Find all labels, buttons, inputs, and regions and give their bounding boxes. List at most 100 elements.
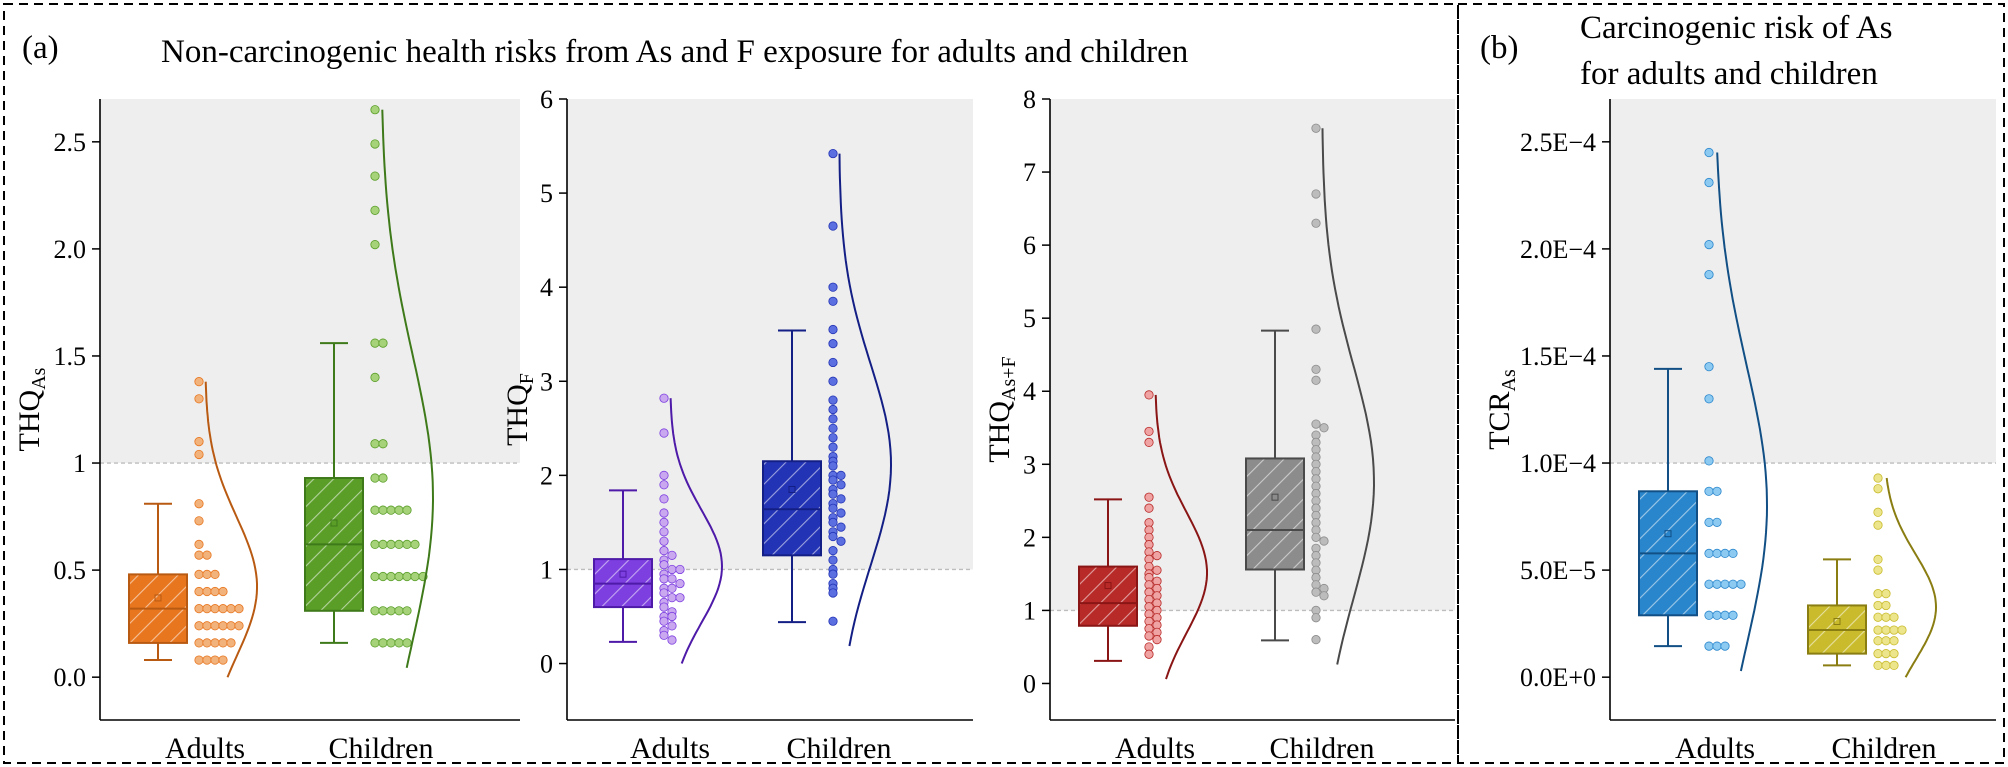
- group-adults: Adults: [1078, 390, 1208, 765]
- data-point: [1728, 610, 1738, 620]
- density-curve: [838, 153, 893, 647]
- data-point: [1712, 641, 1722, 651]
- panel-b-title-line2: for adults and children: [1580, 56, 1878, 92]
- data-point: [828, 414, 838, 424]
- data-point: [194, 449, 204, 460]
- data-point: [1704, 394, 1714, 404]
- data-point: [1311, 189, 1321, 199]
- data-point: [1881, 649, 1891, 659]
- data-point: [202, 604, 212, 614]
- data-point: [226, 604, 236, 614]
- data-point: [410, 539, 420, 550]
- data-point: [659, 536, 669, 546]
- y-tick-label: 3: [1023, 450, 1036, 479]
- data-point: [1720, 610, 1730, 620]
- data-point: [1873, 507, 1883, 517]
- data-point: [659, 560, 669, 570]
- data-point: [1144, 492, 1154, 502]
- data-point: [828, 461, 838, 471]
- mean-marker: [330, 519, 338, 527]
- data-point: [1736, 579, 1746, 589]
- data-point: [194, 586, 204, 597]
- y-axis-label: TCRAs: [1483, 369, 1520, 450]
- category-label: Children: [1832, 732, 1937, 765]
- data-point: [370, 439, 380, 449]
- data-point: [378, 571, 388, 582]
- data-point: [378, 439, 388, 449]
- data-point: [378, 473, 388, 483]
- data-point: [194, 621, 204, 631]
- data-point: [659, 527, 669, 537]
- chart-thq-asf: 0 1 2 3 4 5 6 7 8 THQAs+F Adults Children: [983, 85, 1455, 765]
- data-point: [1144, 649, 1154, 659]
- data-point: [402, 638, 412, 648]
- data-point: [828, 569, 838, 579]
- data-point: [1873, 554, 1883, 564]
- data-point: [828, 517, 838, 528]
- data-point: [1704, 240, 1714, 250]
- data-point: [1873, 636, 1883, 646]
- group-adults: Adults: [1638, 147, 1769, 765]
- y-axis-label-subscript: As: [1498, 369, 1520, 391]
- data-point: [194, 638, 204, 648]
- data-point: [828, 546, 838, 556]
- data-point: [667, 564, 677, 575]
- data-point: [659, 428, 669, 438]
- data-point: [402, 539, 412, 550]
- data-point: [226, 621, 236, 631]
- data-point: [659, 494, 669, 504]
- panel-b-title-line1: Carcinogenic risk of As: [1580, 10, 1893, 46]
- group-adults: Adults: [128, 377, 258, 765]
- box-hatch: [1079, 566, 1137, 626]
- density-curve: [1321, 128, 1376, 665]
- y-tick-label: 1: [1023, 596, 1036, 625]
- data-point: [394, 571, 404, 582]
- data-point: [386, 606, 396, 616]
- group-children: Children: [1245, 123, 1376, 765]
- data-point: [836, 494, 846, 504]
- data-point: [1311, 613, 1321, 623]
- data-point: [659, 517, 669, 528]
- data-point: [1889, 649, 1899, 659]
- data-point: [1889, 625, 1899, 635]
- data-point: [828, 531, 838, 542]
- y-axis-label-subscript: As: [28, 367, 50, 389]
- mean-marker: [619, 570, 627, 578]
- data-point: [1311, 324, 1321, 334]
- mean-marker: [154, 594, 162, 602]
- data-point: [675, 564, 685, 575]
- data-point: [1704, 486, 1714, 496]
- data-point: [659, 480, 669, 490]
- group-adults: Adults: [593, 393, 724, 765]
- data-point: [667, 611, 677, 622]
- data-point: [1873, 625, 1883, 635]
- data-point: [1144, 437, 1154, 447]
- y-tick-label: 1: [540, 555, 553, 584]
- data-point: [828, 282, 838, 292]
- y-tick-label: 5: [1023, 304, 1036, 333]
- data-point: [828, 339, 838, 349]
- data-point: [1728, 548, 1738, 559]
- box-hatch: [1246, 458, 1304, 570]
- data-point: [1712, 548, 1722, 559]
- data-point: [1720, 579, 1730, 589]
- category-label: Adults: [630, 732, 710, 765]
- data-point: [659, 574, 669, 584]
- data-point: [1704, 456, 1714, 466]
- group-children: Children: [1807, 473, 1938, 765]
- data-point: [828, 221, 838, 231]
- y-tick-label: 0.5: [54, 556, 87, 585]
- data-point: [218, 655, 228, 665]
- data-point: [1704, 610, 1714, 620]
- data-point: [218, 638, 228, 648]
- data-point: [218, 604, 228, 614]
- category-label: Adults: [1675, 732, 1755, 765]
- chart-thq-as: 0.0 0.5 1 1.5 2.0 2.5 THQAs Adults Children: [13, 99, 520, 765]
- y-tick-label: 2: [1023, 523, 1036, 552]
- data-point: [1889, 660, 1899, 670]
- data-point: [1704, 641, 1714, 651]
- y-tick-label: 8: [1023, 85, 1036, 114]
- data-point: [234, 604, 244, 614]
- category-label: Children: [787, 732, 892, 765]
